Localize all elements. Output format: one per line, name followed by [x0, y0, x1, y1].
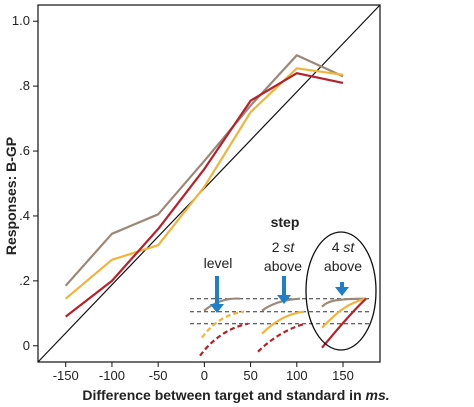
plot-frame — [37, 4, 381, 363]
y-tick-label: .8 — [19, 78, 30, 93]
inset-label-4st: 4 st — [332, 239, 356, 255]
inset-4st-gray — [321, 297, 367, 308]
inset-title: step — [271, 214, 300, 230]
arrow-2st-head — [277, 295, 291, 304]
x-axis-label-main: Difference between target and standard i… — [82, 387, 365, 403]
series-line-red — [65, 72, 344, 318]
y-tick-label: 0 — [23, 338, 30, 353]
x-axis-label-unit: ms. — [366, 387, 390, 403]
x-tick-label: -150 — [53, 368, 79, 383]
inset-4st-ellipse — [305, 231, 377, 351]
step-inset: step level 2 st above 4 st above — [190, 214, 377, 357]
inset-level-gray — [203, 297, 241, 312]
series-line-orange — [64, 67, 344, 300]
x-tick-label: 0 — [201, 368, 208, 383]
y-tick-label: .4 — [19, 208, 30, 223]
x-tick-label: -100 — [99, 368, 125, 383]
inset-4st-orange — [321, 297, 367, 329]
y-axis-label: Responses: B-GP — [3, 137, 19, 255]
y-tick-label: .2 — [19, 273, 30, 288]
inset-label-level: level — [204, 255, 233, 271]
axes: 0 .2 .4 .6 .8 1.0 -150 -100 -50 0 50 100 150 — [12, 4, 381, 383]
x-tick-label: 100 — [286, 368, 308, 383]
reference-diagonal — [37, 4, 381, 363]
inset-2st-gray — [261, 297, 301, 312]
arrow-level-head — [210, 304, 224, 313]
inset-2st-orange — [261, 310, 305, 335]
plot-area — [37, 4, 381, 363]
inset-label-2st-above: above — [264, 258, 302, 274]
inset-label-4st-var: st — [343, 239, 355, 255]
inset-label-2st-var: st — [283, 239, 295, 255]
y-tick-label: .6 — [19, 143, 30, 158]
inset-label-4st-num: 4 — [332, 239, 344, 255]
inset-label-2st-num: 2 — [272, 239, 284, 255]
x-tick-label: -50 — [149, 368, 168, 383]
inset-label-2st: 2 st — [272, 239, 296, 255]
x-tick-label: 50 — [243, 368, 257, 383]
y-tick-label: 1.0 — [12, 13, 30, 28]
inset-level-red — [199, 322, 249, 357]
series-line-gray — [64, 54, 344, 287]
x-tick-label: 150 — [332, 368, 354, 383]
arrow-4st-head — [335, 287, 349, 296]
inset-label-4st-above: above — [324, 258, 362, 274]
inset-level-orange — [201, 310, 245, 339]
x-axis-label: Difference between target and standard i… — [82, 387, 389, 403]
inset-2st-red — [257, 322, 307, 353]
